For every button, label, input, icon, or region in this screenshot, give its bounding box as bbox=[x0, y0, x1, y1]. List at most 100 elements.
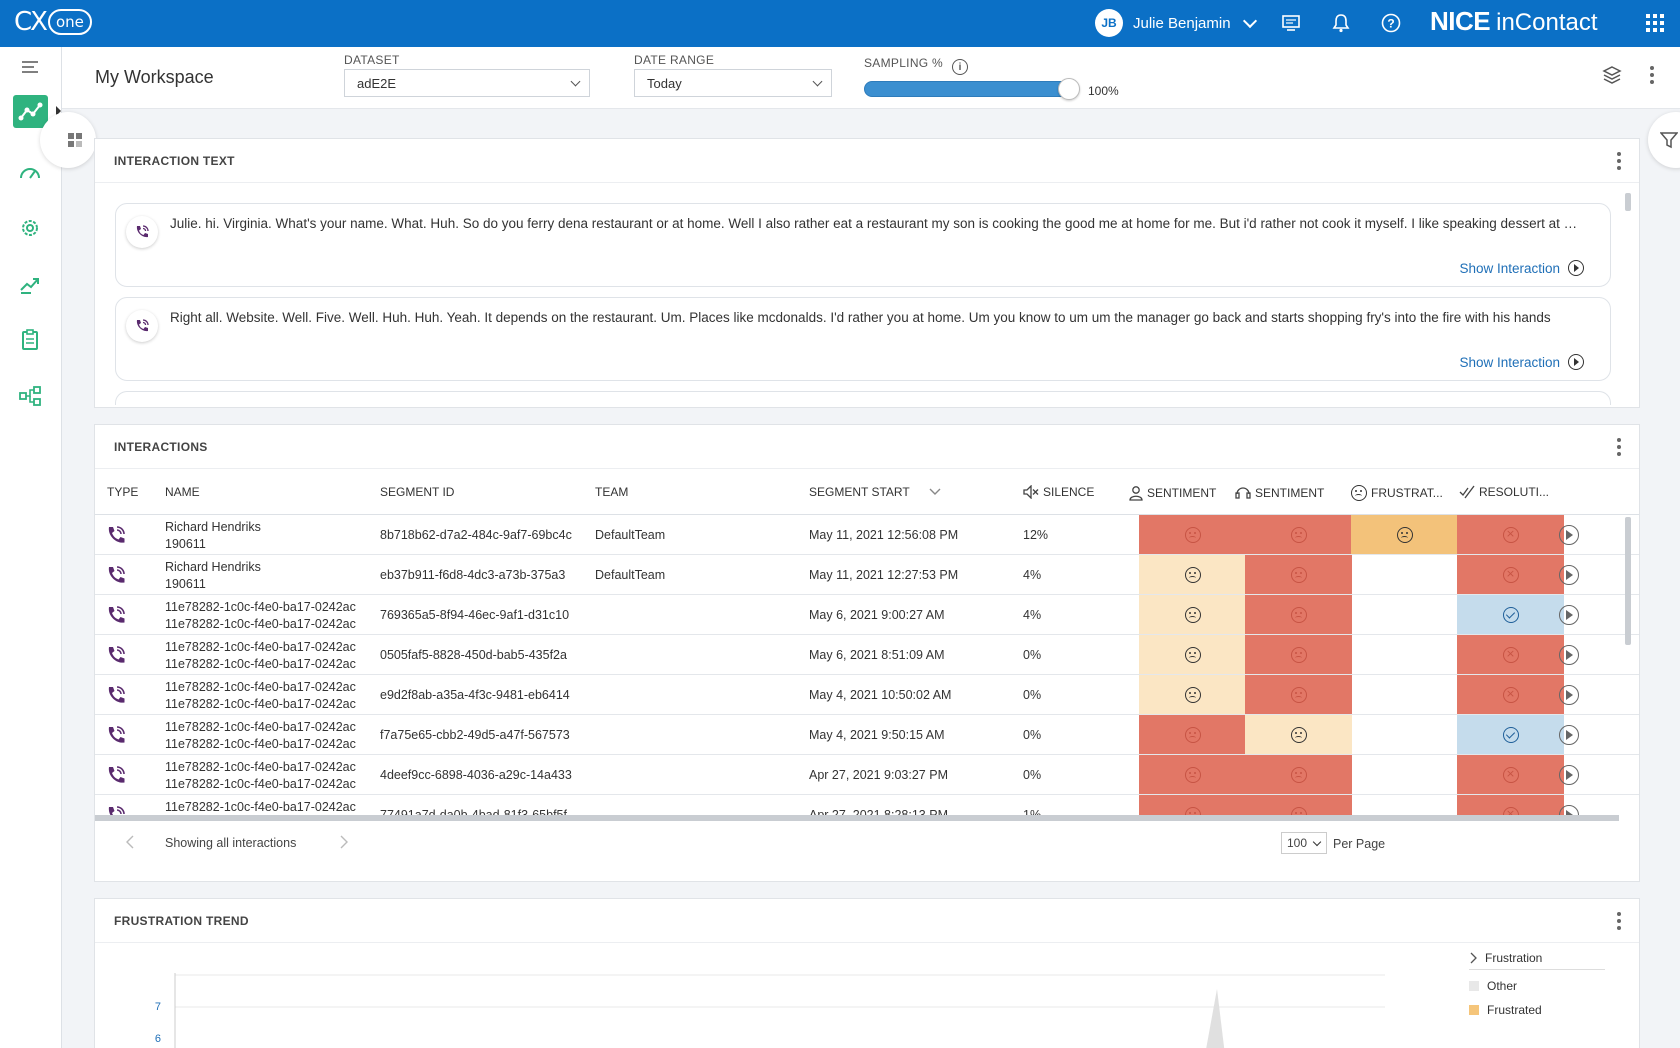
frown-icon bbox=[1290, 566, 1307, 583]
interactions-header: INTERACTIONS bbox=[95, 425, 1639, 469]
sampling-slider-thumb[interactable] bbox=[1058, 78, 1080, 100]
name-line-1: Richard Hendriks bbox=[165, 560, 261, 574]
phone-icon bbox=[105, 804, 127, 817]
vertical-scrollbar[interactable] bbox=[1625, 517, 1631, 645]
help-icon[interactable]: ? bbox=[1380, 12, 1402, 34]
show-interaction-link[interactable]: Show Interaction bbox=[1459, 260, 1584, 276]
layers-icon[interactable] bbox=[1602, 65, 1622, 90]
avatar: JB bbox=[1095, 9, 1123, 37]
more-icon[interactable] bbox=[1617, 912, 1621, 930]
play-icon[interactable] bbox=[1559, 725, 1579, 745]
play-icon[interactable] bbox=[1559, 645, 1579, 665]
phone-icon bbox=[105, 644, 127, 669]
table-header: TYPE NAME SEGMENT ID TEAM SEGMENT START … bbox=[95, 469, 1639, 515]
name-line-1: Richard Hendriks bbox=[165, 520, 261, 534]
table-row[interactable]: 11e78282-1c0c-f4e0-ba17-0242ac 11e78282-1… bbox=[95, 595, 1639, 635]
col-silence[interactable]: SILENCE bbox=[1023, 485, 1094, 499]
col-segment-id[interactable]: SEGMENT ID bbox=[380, 485, 455, 499]
play-icon bbox=[1568, 260, 1584, 276]
app-grid-icon[interactable] bbox=[1644, 12, 1666, 34]
filter-button[interactable] bbox=[1648, 112, 1680, 168]
legend-label: Frustrated bbox=[1487, 1003, 1542, 1017]
user-menu[interactable]: JB Julie Benjamin bbox=[1095, 9, 1257, 37]
col-resolution[interactable]: RESOLUTI... bbox=[1459, 485, 1549, 499]
sampling-slider-track[interactable] bbox=[864, 81, 1078, 97]
check-circle-icon bbox=[1502, 606, 1519, 623]
play-icon[interactable] bbox=[1559, 805, 1579, 817]
date-range-select[interactable]: Today bbox=[634, 69, 832, 97]
col-sentiment-customer[interactable]: SENTIMENT bbox=[1235, 485, 1324, 501]
legend-item-frustrated[interactable]: Frustrated bbox=[1469, 1003, 1542, 1017]
per-page-select[interactable]: 100 bbox=[1281, 832, 1327, 854]
table-row[interactable]: 11e78282-1c0c-f4e0-ba17-0242ac 77491a7d-d… bbox=[95, 795, 1639, 817]
nav-settings-gear-icon[interactable] bbox=[0, 208, 60, 248]
table-row[interactable]: Richard Hendriks 190611 eb37b911-f6d8-4dc3… bbox=[95, 555, 1639, 595]
col-sentiment-agent[interactable]: SENTIMENT bbox=[1129, 485, 1216, 501]
cell-resolution: × bbox=[1457, 635, 1564, 674]
interaction-text-card: Right all. Website. Well. Five. Well. Hu… bbox=[115, 297, 1611, 381]
legend-item-other[interactable]: Other bbox=[1469, 979, 1517, 993]
horizontal-scrollbar[interactable] bbox=[95, 815, 1619, 821]
play-icon[interactable] bbox=[1559, 565, 1579, 585]
dataset-select[interactable]: adE2E bbox=[344, 69, 590, 97]
area-spike-other bbox=[1206, 989, 1225, 1048]
legend-label: Other bbox=[1487, 979, 1518, 993]
name-line-2: 190611 bbox=[165, 577, 206, 591]
col-segment-start[interactable]: SEGMENT START bbox=[809, 485, 942, 499]
widget-add-button[interactable] bbox=[40, 112, 96, 168]
nav-trend-icon[interactable] bbox=[0, 264, 60, 304]
frown-icon bbox=[1184, 646, 1201, 663]
monitor-icon[interactable] bbox=[1280, 12, 1302, 34]
resolution-icon bbox=[1459, 485, 1475, 499]
col-team[interactable]: TEAM bbox=[595, 485, 629, 499]
table-row[interactable]: 11e78282-1c0c-f4e0-ba17-0242ac 11e78282-1… bbox=[95, 675, 1639, 715]
nav-dashboard-icon[interactable] bbox=[0, 152, 60, 192]
menu-toggle-icon[interactable] bbox=[0, 47, 60, 87]
cell-segment-id: 4deef9cc-6898-4036-a29c-14a433 bbox=[380, 768, 572, 782]
play-icon[interactable] bbox=[1559, 685, 1579, 705]
cell-resolution bbox=[1457, 715, 1564, 754]
col-frustration[interactable]: FRUSTRAT... bbox=[1351, 485, 1443, 501]
name-line-1: 11e78282-1c0c-f4e0-ba17-0242ac bbox=[165, 600, 356, 614]
scrollbar[interactable] bbox=[1625, 193, 1631, 211]
table-row[interactable]: 11e78282-1c0c-f4e0-ba17-0242ac 11e78282-1… bbox=[95, 635, 1639, 675]
play-icon[interactable] bbox=[1559, 525, 1579, 545]
info-icon[interactable]: i bbox=[952, 59, 968, 75]
table-row[interactable]: 11e78282-1c0c-f4e0-ba17-0242ac 11e78282-1… bbox=[95, 755, 1639, 795]
table-row[interactable]: Richard Hendriks 190611 8b718b62-d7a2-484c… bbox=[95, 515, 1639, 555]
cell-sentiment-agent bbox=[1139, 675, 1246, 714]
nav-analytics-icon[interactable] bbox=[13, 95, 48, 128]
more-icon[interactable] bbox=[1617, 438, 1621, 456]
col-type[interactable]: TYPE bbox=[107, 485, 139, 499]
play-icon[interactable] bbox=[1559, 765, 1579, 785]
cell-name: 11e78282-1c0c-f4e0-ba17-0242ac 11e78282-1… bbox=[165, 639, 375, 673]
top-bar: CX one JB Julie Benjamin ? NICE inContac… bbox=[0, 0, 1680, 47]
nav-flow-icon[interactable] bbox=[0, 376, 60, 416]
table-row[interactable]: 11e78282-1c0c-f4e0-ba17-0242ac 11e78282-1… bbox=[95, 715, 1639, 755]
header-more-icon[interactable] bbox=[1650, 66, 1654, 84]
cell-sentiment-agent bbox=[1139, 595, 1246, 634]
col-segment-start-label: SEGMENT START bbox=[809, 485, 910, 499]
cell-sentiment-agent bbox=[1139, 555, 1246, 594]
interaction-text-panel: INTERACTION TEXT Julie. hi. Virginia. Wh… bbox=[94, 138, 1640, 408]
interactions-panel: INTERACTIONS TYPE NAME SEGMENT ID TEAM S… bbox=[94, 424, 1640, 882]
chevron-right-icon bbox=[1470, 952, 1477, 964]
x-circle-icon: × bbox=[1502, 566, 1519, 583]
dataset-value: adE2E bbox=[357, 76, 397, 91]
frown-icon bbox=[1290, 646, 1307, 663]
show-interaction-link[interactable]: Show Interaction bbox=[1459, 354, 1584, 370]
frown-icon bbox=[1351, 485, 1367, 501]
name-line-1: 11e78282-1c0c-f4e0-ba17-0242ac bbox=[165, 720, 356, 734]
cell-name: 11e78282-1c0c-f4e0-ba17-0242ac 11e78282-1… bbox=[165, 599, 375, 633]
nav-report-icon[interactable] bbox=[0, 320, 60, 360]
col-name[interactable]: NAME bbox=[165, 485, 200, 499]
legend-title[interactable]: Frustration bbox=[1469, 951, 1542, 965]
cell-resolution: × bbox=[1457, 755, 1564, 794]
bell-icon[interactable] bbox=[1330, 12, 1352, 34]
legend-swatch bbox=[1469, 981, 1479, 991]
play-icon[interactable] bbox=[1559, 605, 1579, 625]
more-icon[interactable] bbox=[1617, 152, 1621, 170]
pager: Showing all interactions 100 Per Page bbox=[95, 819, 1639, 865]
cell-segment-start: May 4, 2021 10:50:02 AM bbox=[809, 688, 952, 702]
cxone-logo[interactable]: CX one bbox=[14, 7, 92, 37]
